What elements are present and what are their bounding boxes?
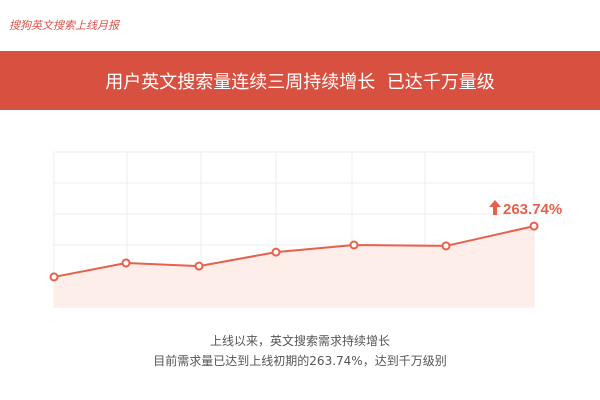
data-point [194,261,204,271]
caption-line-1: 上线以来，英文搜索需求持续增长 [209,334,390,348]
annotation-label: 263.74% [503,201,562,218]
data-points [49,221,539,282]
data-point [441,241,451,251]
data-point [49,272,59,282]
arrow-up-icon [489,200,501,215]
data-point [271,247,281,257]
data-point [529,221,539,231]
data-point [349,240,359,250]
brand-label: 搜狗英文搜索上线月报 [9,19,119,32]
banner-title: 用户英文搜索量连续三周持续增长 已达千万量级 [105,71,495,93]
title-banner: 用户英文搜索量连续三周持续增长 已达千万量级 [0,51,600,110]
annotation: 263.74% [489,200,562,218]
data-point [121,258,131,268]
caption-line-2: 目前需求量已达到上线初期的263.74%，达到千万级别 [153,354,447,368]
